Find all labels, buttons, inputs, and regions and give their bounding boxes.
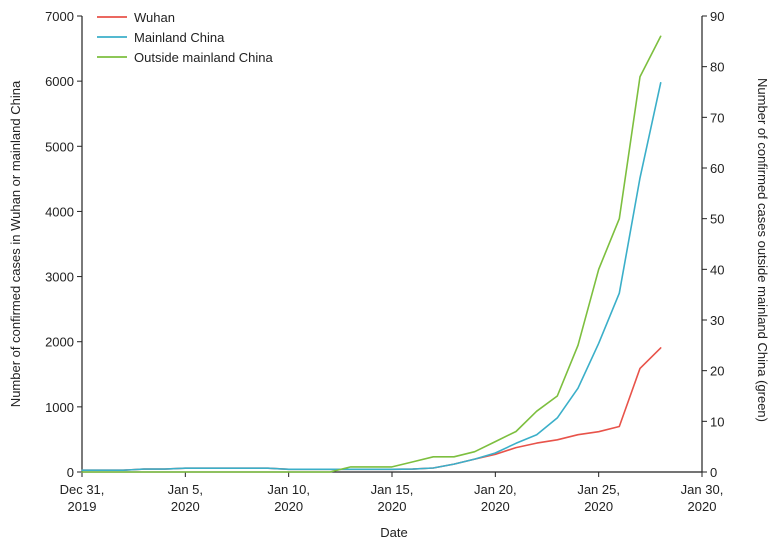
right-y-ticks: 0 10 20 30 40 50 60 70 80 90 <box>702 9 724 480</box>
x-ticks: Dec 31, 2019 Jan 5, 2020 Jan 10, 2020 Jan 15, 2… <box>60 472 724 514</box>
x-tick-label-line2: 2020 <box>171 499 200 514</box>
x-tick-label-line1: Jan 20, <box>474 482 517 497</box>
x-tick-label-line2: 2020 <box>274 499 303 514</box>
x-tick-label-line2: 2020 <box>481 499 510 514</box>
right-y-tick-label: 60 <box>710 161 724 176</box>
series-line-mainland-china <box>81 82 662 472</box>
x-tick-label-line1: Jan 25, <box>577 482 620 497</box>
legend-label-wuhan: Wuhan <box>134 10 175 25</box>
x-tick-label-line2: 2020 <box>584 499 613 514</box>
legend: Wuhan Mainland China Outside mainland Chin… <box>97 10 274 65</box>
x-tick-label-line1: Jan 15, <box>371 482 414 497</box>
series-line-wuhan <box>81 347 662 472</box>
x-tick-label-line2: 2020 <box>378 499 407 514</box>
right-y-tick-label: 40 <box>710 262 724 277</box>
x-tick-label: Jan 15, 2020 <box>371 482 414 514</box>
x-tick-label-line1: Dec 31, <box>60 482 105 497</box>
left-y-tick-label: 5000 <box>45 139 74 154</box>
x-tick-label: Jan 5, 2020 <box>168 482 203 514</box>
right-y-tick-label: 90 <box>710 9 724 24</box>
left-y-tick-label: 7000 <box>45 9 74 24</box>
series-group <box>81 35 662 473</box>
right-y-axis-title: Number of confirmed cases outside mainla… <box>755 78 770 422</box>
x-tick-label-line1: Jan 10, <box>267 482 310 497</box>
left-y-tick-label: 4000 <box>45 204 74 219</box>
right-y-tick-label: 10 <box>710 414 724 429</box>
x-tick-label-line1: Jan 5, <box>168 482 203 497</box>
x-tick-label-line1: Jan 30, <box>681 482 724 497</box>
legend-label-mainland-china: Mainland China <box>134 30 225 45</box>
left-y-tick-label: 1000 <box>45 400 74 415</box>
left-y-ticks: 0 1000 2000 3000 4000 5000 6000 7000 <box>45 9 82 480</box>
legend-label-outside-mainland-china: Outside mainland China <box>134 50 274 65</box>
x-tick-label: Jan 30, 2020 <box>681 482 724 514</box>
left-y-tick-label: 2000 <box>45 335 74 350</box>
x-tick-label: Jan 20, 2020 <box>474 482 517 514</box>
right-y-tick-label: 0 <box>710 465 717 480</box>
x-tick-label: Jan 25, 2020 <box>577 482 620 514</box>
series-line-outside-mainland-china <box>81 35 662 473</box>
x-tick-label: Jan 10, 2020 <box>267 482 310 514</box>
left-y-tick-label: 0 <box>67 465 74 480</box>
x-tick-label-line2: 2020 <box>688 499 717 514</box>
x-axis-title: Date <box>380 525 407 540</box>
right-y-tick-label: 30 <box>710 313 724 328</box>
left-y-tick-label: 6000 <box>45 74 74 89</box>
left-y-tick-label: 3000 <box>45 270 74 285</box>
left-y-axis-title: Number of confirmed cases in Wuhan or ma… <box>8 80 23 407</box>
x-tick-label-line2: 2019 <box>68 499 97 514</box>
right-y-tick-label: 50 <box>710 212 724 227</box>
right-y-tick-label: 80 <box>710 60 724 75</box>
right-y-tick-label: 70 <box>710 110 724 125</box>
right-y-tick-label: 20 <box>710 364 724 379</box>
x-tick-label: Dec 31, 2019 <box>60 482 105 514</box>
